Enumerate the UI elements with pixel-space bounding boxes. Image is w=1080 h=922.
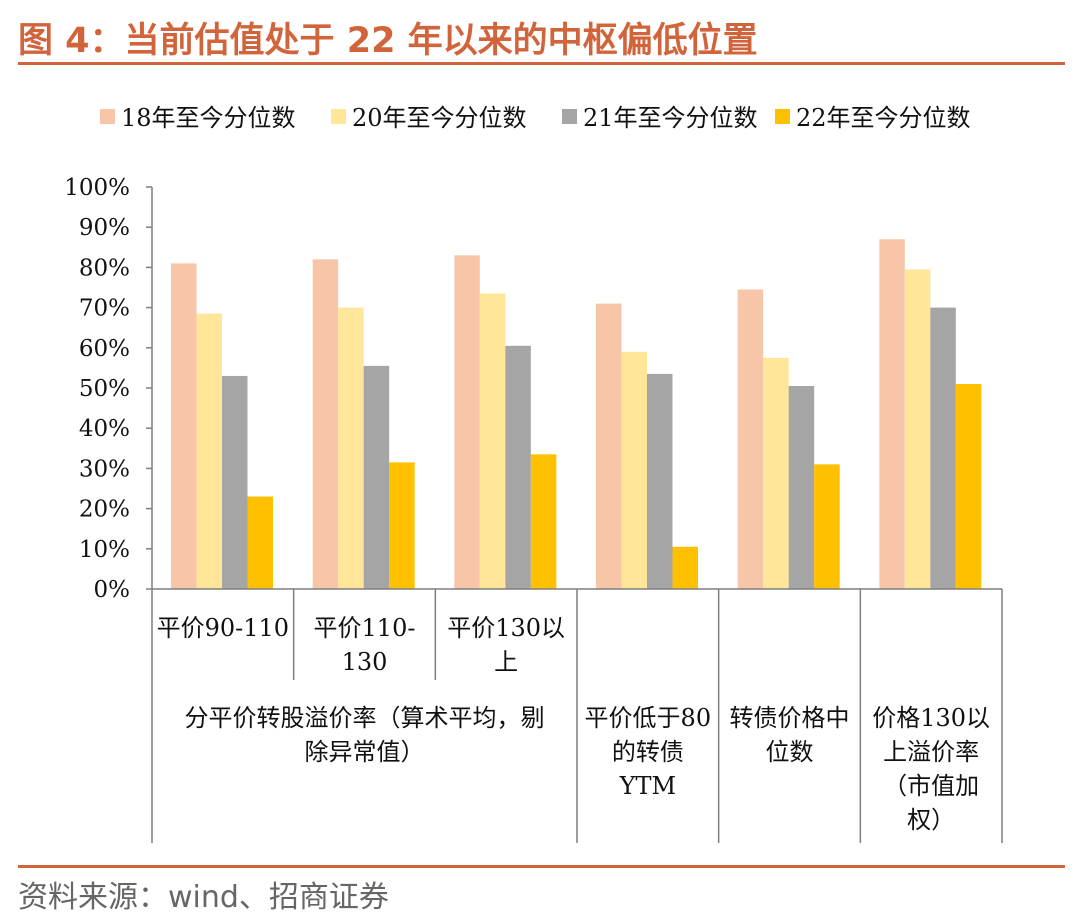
x-tick-label: 价格130以	[872, 704, 990, 732]
x-tick-label: （市值加	[883, 772, 979, 800]
bar-4-series-4	[672, 546, 698, 589]
bar-2-series-2	[338, 307, 364, 589]
y-tick-label: 0%	[94, 577, 131, 603]
bar-5-series-3	[788, 385, 815, 589]
x-tick-label: 平价低于80	[585, 704, 712, 732]
x-group-label: 除异常值）	[305, 738, 425, 766]
legend-swatch-3	[562, 109, 577, 124]
bars	[171, 239, 982, 589]
y-tick-label: 10%	[79, 537, 130, 563]
y-tick-label: 60%	[79, 336, 130, 362]
bar-3-series-3	[505, 345, 531, 589]
bar-6-series-2	[904, 269, 931, 589]
bar-4-series-2	[621, 351, 647, 589]
legend-label-4: 22年至今分位数	[796, 104, 971, 132]
bar-1-series-3	[222, 375, 248, 589]
bar-6-series-3	[930, 307, 956, 589]
y-tick-label: 20%	[79, 497, 130, 523]
y-tick-label: 80%	[79, 255, 130, 281]
legend: 18年至今分位数 20年至今分位数 21年至今分位数 22年至今分位数	[100, 104, 971, 132]
x-tick-label: 平价110-	[314, 614, 416, 642]
y-tick-label: 40%	[79, 416, 130, 442]
bar-2-series-1	[312, 259, 339, 589]
bar-3-series-2	[479, 293, 506, 589]
x-tick-label: 转债价格中	[730, 704, 850, 732]
y-tick-label: 90%	[79, 215, 130, 241]
bar-2-series-3	[363, 365, 390, 589]
figure-title: 图 4：当前估值处于 22 年以来的中枢偏低位置	[18, 21, 758, 61]
bar-5-series-4	[814, 464, 840, 589]
x-tick-label: 上溢价率	[883, 738, 979, 766]
title-underline	[18, 62, 1065, 65]
y-axis: 0% 10% 20% 30% 40% 50% 60% 70% 80% 90% 100%	[64, 175, 153, 603]
y-tick-label: 30%	[79, 456, 130, 482]
bar-2-series-4	[389, 462, 415, 589]
legend-swatch-4	[775, 109, 790, 124]
bar-1-series-2	[196, 313, 222, 589]
bar-3-series-4	[530, 454, 557, 589]
x-tick-label: 权）	[907, 806, 955, 834]
legend-swatch-1	[100, 109, 115, 124]
x-tick-label: 130	[342, 648, 388, 676]
legend-swatch-2	[331, 109, 346, 124]
bar-1-series-4	[247, 496, 273, 589]
y-tick-label: 50%	[79, 376, 130, 402]
footer-rule	[18, 865, 1065, 868]
y-tick-label: 100%	[64, 175, 130, 201]
bar-6-series-1	[879, 239, 905, 589]
x-tick-label: 的转债	[612, 738, 684, 766]
legend-label-3: 21年至今分位数	[583, 104, 758, 132]
bar-6-series-4	[955, 383, 982, 589]
legend-label-2: 20年至今分位数	[352, 104, 527, 132]
bar-4-series-1	[596, 303, 622, 589]
x-tick-label: 平价90-110	[157, 614, 289, 642]
bar-5-series-2	[763, 357, 789, 589]
x-tick-label: YTM	[619, 772, 676, 800]
source-note: 资料来源：wind、招商证券	[18, 880, 389, 915]
y-tick-label: 70%	[79, 296, 130, 322]
x-tick-label: 位数	[766, 738, 814, 766]
bar-4-series-3	[647, 373, 673, 589]
bar-1-series-1	[171, 263, 197, 589]
bar-3-series-1	[454, 255, 480, 589]
x-group-label: 分平价转股溢价率（算术平均，剔	[185, 704, 545, 732]
x-tick-label: 平价130以	[447, 614, 565, 642]
legend-label-1: 18年至今分位数	[121, 104, 296, 132]
x-tick-label: 上	[494, 648, 518, 676]
bar-5-series-1	[737, 289, 764, 589]
